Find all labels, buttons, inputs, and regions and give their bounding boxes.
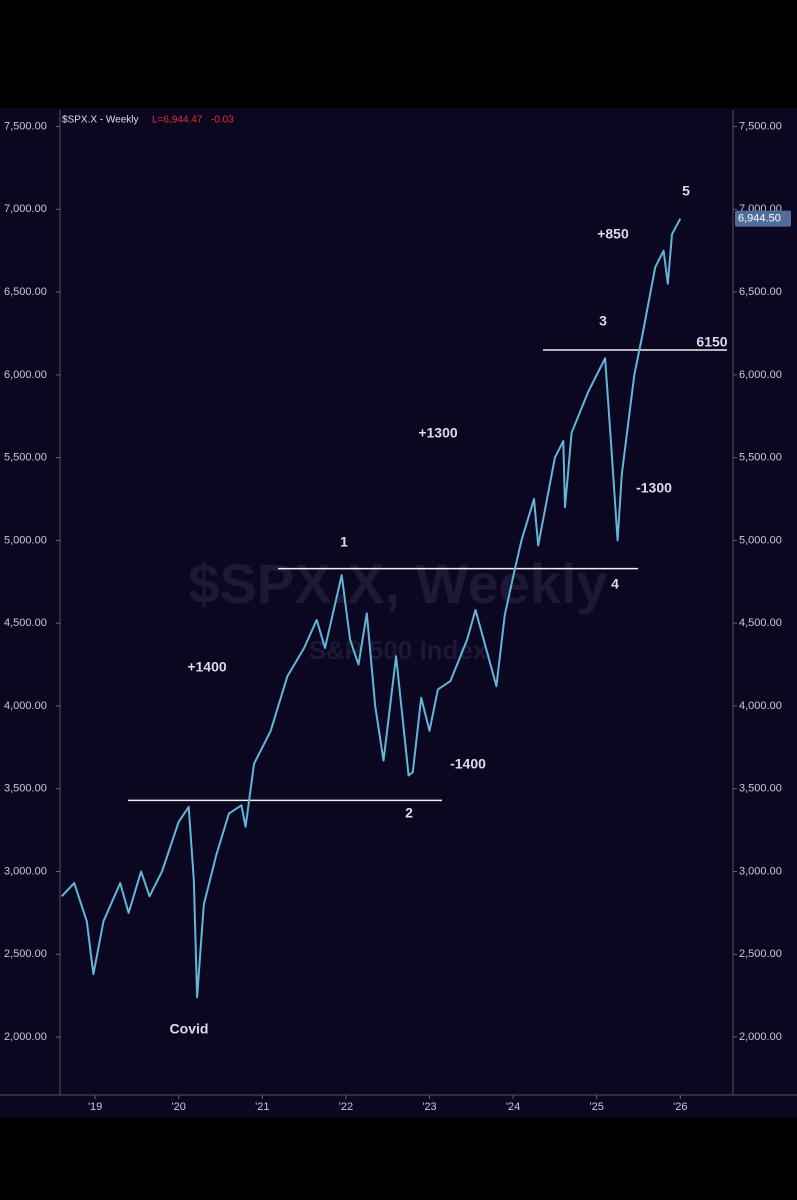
level-label: 6150 [696,334,727,350]
y-tick-label: 5,500.00 [739,452,782,464]
y-tick-label: 2,500.00 [739,948,782,960]
x-tick-label: '26 [673,1101,687,1113]
x-tick-label: '25 [590,1101,604,1113]
y-tick-label: 7,000.00 [4,203,47,215]
y-tick-label: 2,000.00 [4,1031,47,1043]
y-tick-label: 3,000.00 [739,865,782,877]
y-tick-label: 4,000.00 [4,700,47,712]
last-label: L=6,944.47 [152,115,203,126]
y-tick-label: 4,000.00 [739,700,782,712]
y-tick-label: 3,500.00 [4,783,47,795]
x-tick-label: '24 [506,1101,520,1113]
y-tick-label: 2,500.00 [4,948,47,960]
y-tick-label: 4,500.00 [4,617,47,629]
y-tick-label: 3,000.00 [4,865,47,877]
y-tick-label: 6,500.00 [4,286,47,298]
price-box-label: 6,944.50 [738,213,781,225]
y-tick-label: 6,000.00 [739,369,782,381]
watermark-sub: S&P 500 Index [309,635,488,665]
annotation: +1300 [418,425,458,441]
chart-panel [0,108,797,1118]
y-tick-label: 4,500.00 [739,617,782,629]
annotation: 1 [340,534,348,550]
price-line [60,218,682,999]
annotation: +1400 [187,659,227,675]
chart-title: $SPX.X - Weekly [62,115,139,126]
x-tick-label: '23 [422,1101,436,1113]
y-tick-label: 7,500.00 [739,120,782,132]
annotation: 5 [682,183,690,199]
y-tick-label: 2,000.00 [739,1031,782,1043]
annotation: -1400 [450,756,486,772]
x-tick-label: '20 [172,1101,186,1113]
watermark: $SPX.X, Weekly [188,552,607,615]
y-tick-label: 5,000.00 [739,534,782,546]
annotation: +850 [597,226,629,242]
annotation: 4 [611,576,619,592]
x-tick-label: '22 [339,1101,353,1113]
y-tick-label: 3,500.00 [739,783,782,795]
x-tick-label: '19 [88,1101,102,1113]
y-tick-label: 6,500.00 [739,286,782,298]
y-tick-label: 7,500.00 [4,120,47,132]
price-box [735,210,791,227]
annotation: 2 [405,805,413,821]
annotation: 3 [599,313,607,329]
annotation: -1300 [636,480,672,496]
y-tick-label: 6,000.00 [4,369,47,381]
y-tick-label: 5,500.00 [4,452,47,464]
change-label: -0.03 [211,115,234,126]
annotation: Covid [170,1021,209,1037]
y-tick-label: 5,000.00 [4,534,47,546]
x-tick-label: '21 [255,1101,269,1113]
